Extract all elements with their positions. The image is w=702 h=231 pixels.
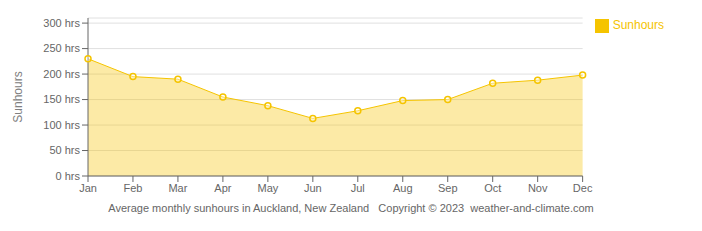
svg-text:Feb: Feb <box>123 182 142 194</box>
svg-text:Jun: Jun <box>304 182 322 194</box>
html-text:Sunhours: Sunhours <box>612 18 664 32</box>
svg-text:Aug: Aug <box>393 182 413 194</box>
svg-text:150 hrs: 150 hrs <box>43 93 80 105</box>
svg-text:Mar: Mar <box>168 182 187 194</box>
svg-text:Sep: Sep <box>438 182 458 194</box>
svg-text:May: May <box>257 182 278 194</box>
svg-text:0 hrs: 0 hrs <box>56 170 81 182</box>
svg-text:Jul: Jul <box>351 182 365 194</box>
svg-text:Sunhours: Sunhours <box>11 71 25 122</box>
svg-text:Apr: Apr <box>214 182 231 194</box>
svg-text:50 hrs: 50 hrs <box>49 144 80 156</box>
svg-text:250 hrs: 250 hrs <box>43 42 80 54</box>
svg-text:Nov: Nov <box>528 182 548 194</box>
html-text:Average monthly sunhours in Au: Average monthly sunhours in Auckland, Ne… <box>108 202 594 214</box>
svg-text:100 hrs: 100 hrs <box>43 119 80 131</box>
svg-text:200 hrs: 200 hrs <box>43 68 80 80</box>
svg-text:Oct: Oct <box>484 182 501 194</box>
svg-text:Jan: Jan <box>79 182 97 194</box>
svg-text:Dec: Dec <box>573 182 593 194</box>
svg-text:300 hrs: 300 hrs <box>43 17 80 29</box>
